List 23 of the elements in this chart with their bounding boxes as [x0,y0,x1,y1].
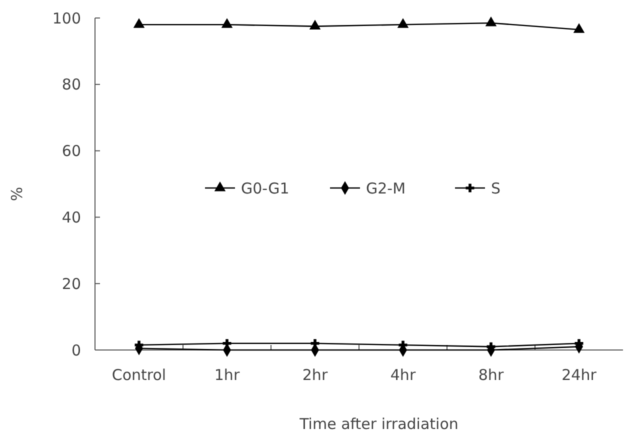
y-tick-label: 0 [71,341,81,360]
x-tick-label: 8hr [478,366,504,384]
x-tick-label: 1hr [214,366,240,384]
y-tick-label: 60 [62,142,81,160]
y-tick-label: 20 [62,274,81,293]
x-tick-label: 4hr [390,366,416,384]
point [573,23,585,33]
legend-label: G0-G1 [241,179,290,198]
point [397,18,409,28]
x-axis-title: Time after irradiation [298,415,458,433]
x-tick-label: Control [112,366,166,384]
y-axis-title: % [8,186,26,202]
point [485,16,497,26]
legend-label: S [491,179,501,198]
y-tick-label: 40 [62,208,81,226]
legend-label: G2-M [366,179,406,198]
point [221,18,233,28]
x-tick-label: 2hr [302,366,328,384]
point [309,20,321,30]
y-tick-label: 80 [62,76,81,94]
x-tick-label: 24hr [562,366,598,384]
y-tick-label: 100 [52,9,81,28]
point [133,18,145,28]
